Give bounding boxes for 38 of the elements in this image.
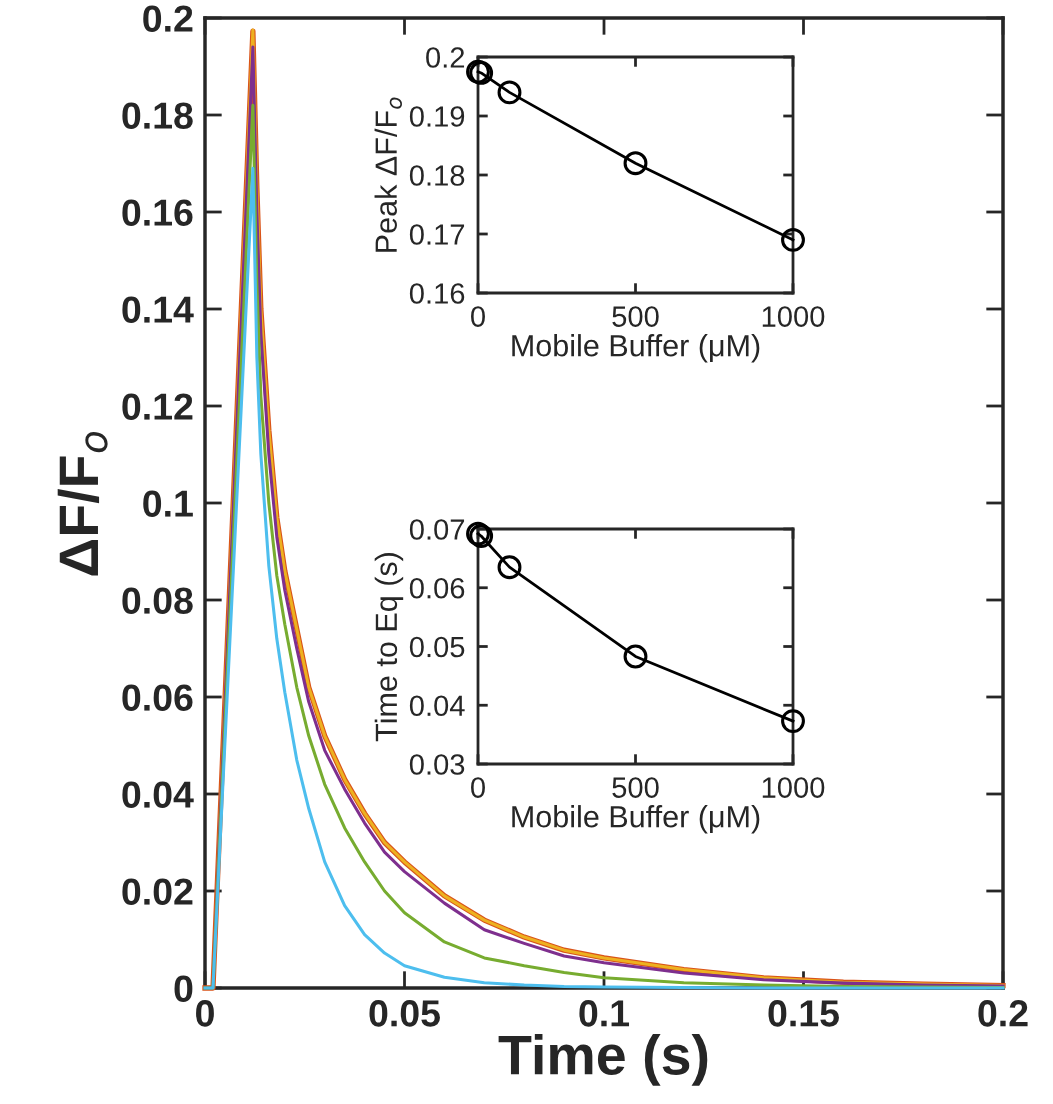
y-tick-label: 0.18 [122,102,193,129]
x-tick-label: 0.2 [978,1000,1028,1027]
y-tick-label: 0.18 [409,165,465,186]
x-tick-label: 1000 [762,306,825,327]
y-tick-label: 0.05 [409,636,465,658]
x-tick-label: 0.05 [369,1000,440,1027]
y-tick-label: 0.06 [409,577,465,599]
y-tick-label: 0.19 [409,106,465,127]
x-tick-label: 0 [471,777,485,798]
y-tick-label: 0.12 [122,393,193,420]
y-tick-label: 0.03 [409,754,465,775]
x-tick-label: 1000 [762,777,825,798]
y-tick-label: 0.08 [122,587,193,614]
y-tick-label: 0 [174,975,193,1002]
x-axis-title: Time (s) [498,1034,708,1086]
y-tick-label: 0.2 [426,47,465,68]
x-tick-label: 500 [612,306,659,327]
x-tick-label: 0 [196,1000,214,1027]
y-tick-label: 0.14 [122,296,194,323]
y-tick-label: 0.2 [143,5,193,32]
x-tick-label: 500 [612,777,659,798]
y-tick-label: 0.04 [122,781,194,808]
x-tick-label: 0.15 [768,1000,839,1027]
y-tick-label: 0.17 [409,224,465,245]
x-axis-title: Mobile Buffer (μM) [512,334,760,363]
x-tick-label: 0.1 [579,1000,630,1027]
y-tick-label: 0.02 [122,878,193,905]
y-axis-title: Peak ΔF/F$_{o}$ [374,97,402,252]
y-tick-label: 0.1 [143,490,193,517]
y-axis-title: Time to Eq (s) [374,553,404,742]
y-axis-title: ΔF/F$_{o}$ [57,431,108,576]
x-axis-title: Mobile Buffer (μM) [512,805,760,834]
y-tick-label: 0.16 [409,283,465,304]
y-tick-label: 0.06 [122,684,193,711]
y-tick-label: 0.07 [409,519,465,540]
y-tick-label: 0.04 [409,695,465,717]
x-tick-label: 0 [471,306,485,327]
y-tick-label: 0.16 [122,199,193,226]
